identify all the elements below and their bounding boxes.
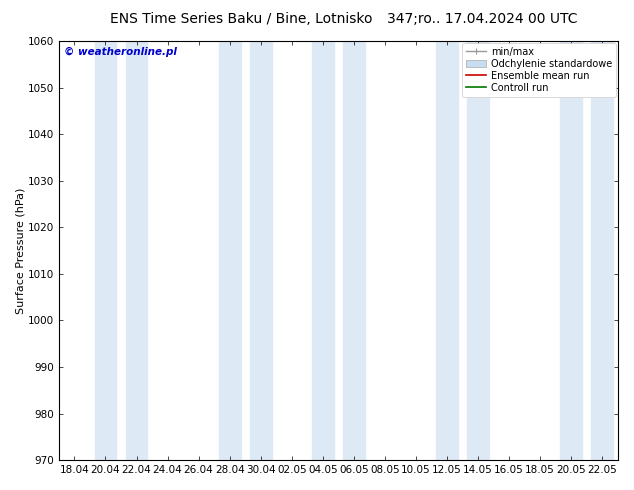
Text: 347;ro.. 17.04.2024 00 UTC: 347;ro.. 17.04.2024 00 UTC — [387, 12, 577, 26]
Bar — [219, 41, 240, 460]
Text: © weatheronline.pl: © weatheronline.pl — [65, 48, 178, 57]
Bar — [94, 41, 116, 460]
Bar — [467, 41, 489, 460]
Y-axis label: Surface Pressure (hPa): Surface Pressure (hPa) — [15, 187, 25, 314]
Bar — [436, 41, 458, 460]
Bar — [312, 41, 333, 460]
Bar — [250, 41, 271, 460]
Bar — [343, 41, 365, 460]
Text: ENS Time Series Baku / Bine, Lotnisko: ENS Time Series Baku / Bine, Lotnisko — [110, 12, 372, 26]
Bar — [592, 41, 613, 460]
Legend: min/max, Odchylenie standardowe, Ensemble mean run, Controll run: min/max, Odchylenie standardowe, Ensembl… — [462, 43, 616, 97]
Bar — [560, 41, 582, 460]
Bar — [126, 41, 147, 460]
